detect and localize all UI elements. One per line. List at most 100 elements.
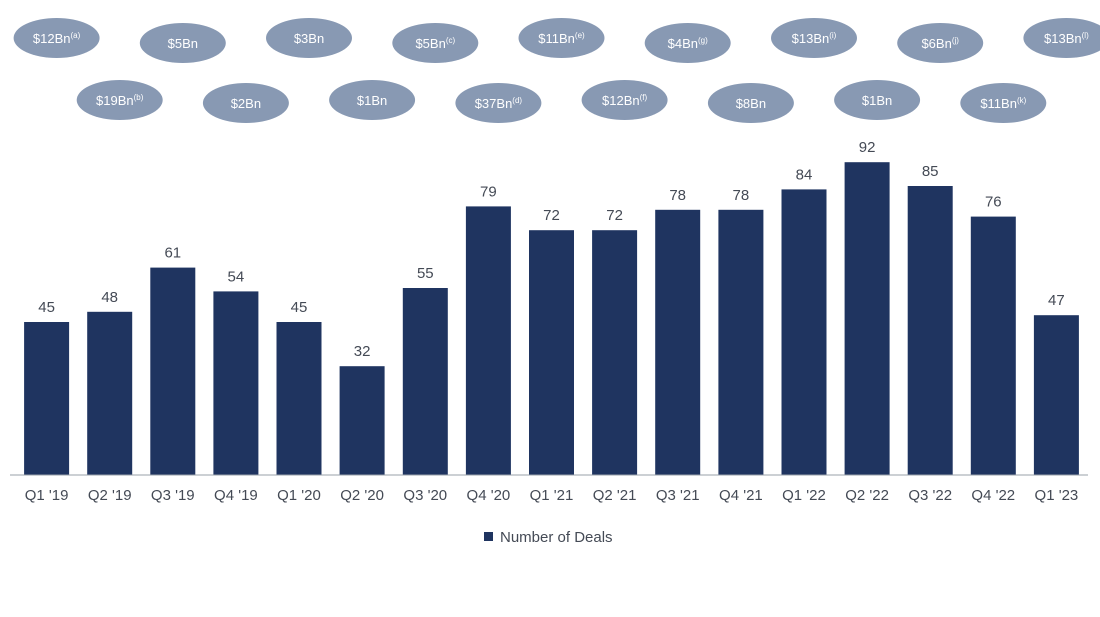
bubble-footnote: (l): [1082, 31, 1089, 40]
bubble-value: $37Bn(d): [475, 96, 523, 111]
x-tick-label: Q3 '22: [908, 487, 952, 504]
bar: [402, 288, 448, 475]
legend-label: Number of Deals: [500, 529, 613, 546]
bubble-footnote: (b): [134, 93, 144, 102]
bar: [655, 209, 701, 476]
bar-value-label: 79: [480, 183, 497, 200]
deal-value-bubble: $11Bn(k): [960, 83, 1047, 123]
bubble-shape: [329, 80, 416, 120]
bar-value-label: 72: [543, 207, 560, 224]
bar-value-label: 61: [164, 245, 181, 262]
bar-value-label: 72: [606, 207, 623, 224]
x-tick-label: Q2 '20: [340, 487, 384, 504]
deal-value-bubble: $3Bn: [266, 18, 352, 58]
bubble-shape: [644, 23, 731, 63]
x-tick-label: Q1 '23: [1035, 487, 1079, 504]
bubble-value: $3Bn: [294, 31, 324, 46]
x-tick-label: Q3 '20: [403, 487, 447, 504]
deal-value-bubble: $5Bn(c): [392, 23, 479, 63]
bubble-value: $12Bn(a): [33, 31, 81, 46]
bar: [339, 366, 385, 475]
bubble-value: $1Bn: [357, 93, 387, 108]
x-tick-label: Q2 '19: [88, 487, 132, 504]
bubble-footnote: (k): [1017, 96, 1027, 105]
deal-value-bubbles: $12Bn(a) $19Bn(b) $5Bn $2Bn $3Bn $1Bn $5Bn(c) $…: [13, 18, 1100, 123]
bubble-footnote: (f): [640, 93, 648, 102]
deal-value-bubble: $2Bn: [202, 83, 289, 123]
bubble-shape: [13, 18, 100, 58]
bubble-value: $4Bn(g): [668, 36, 708, 51]
bar: [970, 216, 1016, 475]
bar: [24, 322, 70, 475]
bubble-shape: [897, 23, 984, 63]
bar: [87, 311, 133, 475]
bubble-value: $1Bn: [862, 93, 892, 108]
bubble-value: $6Bn(j): [921, 36, 959, 51]
x-tick-label: Q3 '19: [151, 487, 195, 504]
bubble-footnote: (i): [829, 31, 836, 40]
bar-value-label: 45: [38, 299, 55, 316]
x-tick-label: Q4 '20: [467, 487, 511, 504]
bubble-value: $8Bn: [736, 96, 766, 111]
bubble-shape: [202, 83, 289, 123]
legend: Number of Deals: [484, 529, 613, 546]
x-tick-label: Q2 '22: [845, 487, 889, 504]
bubble-footnote: (j): [952, 36, 959, 45]
bar-value-label: 84: [796, 166, 813, 183]
x-tick-label: Q4 '21: [719, 487, 763, 504]
bar-value-label: 32: [354, 343, 371, 360]
bubble-shape: [834, 80, 921, 120]
bubble-value: $11Bn(k): [980, 96, 1026, 111]
bar: [844, 162, 890, 475]
bar-value-label: 76: [985, 194, 1002, 211]
bars-group: [24, 162, 1079, 476]
bar-value-label: 48: [101, 289, 118, 306]
bar-value-label: 45: [291, 299, 308, 316]
bubble-shape: [581, 80, 668, 120]
x-tick-label: Q3 '21: [656, 487, 700, 504]
bubble-footnote: (d): [512, 96, 522, 105]
bar: [529, 230, 574, 475]
bar-value-label: 54: [228, 268, 245, 285]
bar-value-label: 78: [669, 187, 686, 204]
bubble-value: $2Bn: [231, 96, 261, 111]
bubble-shape: [76, 80, 163, 120]
bar-value-label: 78: [733, 187, 750, 204]
bubble-shape: [266, 18, 352, 58]
bubble-shape: [771, 18, 857, 58]
bubble-shape: [392, 23, 479, 63]
bar-value-label: 92: [859, 139, 876, 156]
deal-value-bubble: $5Bn: [139, 23, 226, 63]
bubble-shape: [518, 18, 605, 58]
bar: [718, 209, 764, 476]
bubble-value: $19Bn(b): [96, 93, 144, 108]
x-tick-label: Q4 '22: [971, 487, 1015, 504]
bubble-shape: [455, 83, 542, 123]
bar: [1033, 315, 1079, 475]
x-tick-label: Q1 '22: [782, 487, 826, 504]
bubble-value: $5Bn: [168, 36, 198, 51]
bubble-shape: [707, 83, 794, 123]
x-tick-label: Q4 '19: [214, 487, 258, 504]
deal-value-bubble: $12Bn(f): [581, 80, 668, 120]
bar-value-label: 85: [922, 163, 939, 180]
bubble-value: $5Bn(c): [415, 36, 455, 51]
bar: [907, 186, 953, 475]
x-tick-labels: Q1 '19 Q2 '19 Q3 '19 Q4 '19 Q1 '20 Q2 '20 Q3 '…: [25, 487, 1079, 504]
deal-value-bubble: $6Bn(j): [897, 23, 984, 63]
bubble-shape: [960, 83, 1047, 123]
bar-value-label: 55: [417, 265, 434, 282]
deal-value-bubble: $8Bn: [707, 83, 794, 123]
bar: [781, 189, 827, 475]
bar-value-labels: 45 48 61 54 45 32 55 79 72 72 78 78 84 92 85 76 47: [38, 139, 1064, 360]
bubble-value: $11Bn(e): [538, 31, 585, 46]
bubble-value: $12Bn(f): [602, 93, 647, 108]
deal-value-bubble: $13Bn(l): [1023, 18, 1100, 58]
bubble-footnote: (a): [71, 31, 81, 40]
x-tick-label: Q1 '20: [277, 487, 321, 504]
deal-value-bubble: $19Bn(b): [76, 80, 163, 120]
bar: [150, 267, 196, 475]
deal-value-bubble: $13Bn(i): [771, 18, 857, 58]
bubble-value: $13Bn(l): [1044, 31, 1089, 46]
deal-value-bubble: $37Bn(d): [455, 83, 542, 123]
